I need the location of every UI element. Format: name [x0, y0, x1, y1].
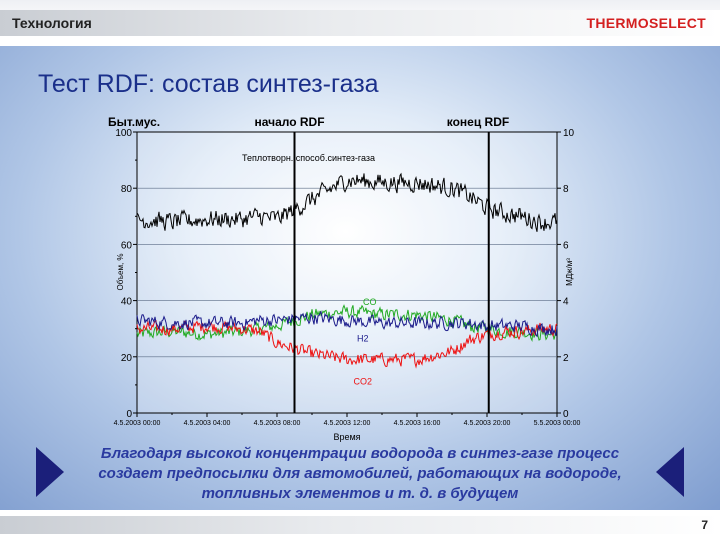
next-slide-arrow-icon[interactable]: [656, 447, 684, 497]
marker-label-1: конец RDF: [447, 115, 509, 129]
section-label: Технология: [12, 15, 92, 31]
top-left-label: Быт.мус.: [108, 115, 160, 129]
y-tick-label-left: 100: [115, 128, 132, 139]
slide-title: Тест RDF: состав синтез-газа: [38, 70, 379, 98]
caption-line-3: топливных элементов и т. д. в будущем: [201, 485, 519, 502]
x-tick-label: 4.5.2003 04:00: [184, 420, 231, 427]
y-tick-label-left: 40: [121, 297, 133, 308]
series-label-0: Теплотворн. способ.синтез-газа: [242, 153, 375, 163]
series-line-3: [136, 172, 558, 232]
series-line-2: [136, 310, 558, 338]
x-axis-label: Время: [333, 432, 360, 442]
footer-bar: [0, 516, 720, 534]
x-tick-label: 4.5.2003 00:00: [114, 420, 161, 427]
x-tick-label: 4.5.2003 08:00: [254, 420, 301, 427]
previous-slide-arrow-icon[interactable]: [36, 447, 64, 497]
marker-label-0: начало RDF: [255, 115, 325, 129]
y-tick-label-right: 8: [563, 184, 569, 195]
page-number: 7: [701, 518, 708, 532]
series-line-1: [136, 319, 558, 369]
plot-area: [136, 131, 558, 414]
y-axis-label-left: Объем, %: [116, 253, 125, 290]
y-tick-label-left: 0: [126, 409, 132, 420]
caption-line-1: Благодаря высокой концентрации водорода …: [100, 445, 620, 462]
y-tick-label-right: 4: [563, 297, 569, 308]
x-tick-label: 4.5.2003 12:00: [324, 420, 371, 427]
header-bar: [0, 10, 720, 36]
y-tick-label-left: 20: [121, 353, 133, 364]
x-tick-label: 4.5.2003 16:00: [394, 420, 441, 427]
y-tick-label-right: 6: [563, 240, 569, 251]
x-tick-label: 5.5.2003 00:00: [534, 420, 581, 427]
slide-background: [0, 46, 720, 510]
series-label-3: CO2: [353, 376, 372, 386]
y-tick-label-left: 80: [121, 184, 133, 195]
caption-line-2: создает предпосылки для автомобилей, раб…: [98, 465, 622, 482]
series-label-2: H2: [357, 333, 369, 343]
slide-caption: Благодаря высокой концентрации водорода …: [72, 444, 648, 504]
y-tick-label-right: 0: [563, 409, 569, 420]
y-tick-label-right: 2: [563, 353, 569, 364]
y-tick-label-right: 10: [563, 128, 575, 139]
x-tick-label: 4.5.2003 20:00: [464, 420, 511, 427]
y-tick-label-left: 60: [121, 240, 133, 251]
brand-logo-text: THERMOSELECT: [586, 15, 706, 31]
y-axis-label-right: МДж/м³: [565, 258, 574, 286]
series-label-1: CO: [363, 297, 377, 307]
